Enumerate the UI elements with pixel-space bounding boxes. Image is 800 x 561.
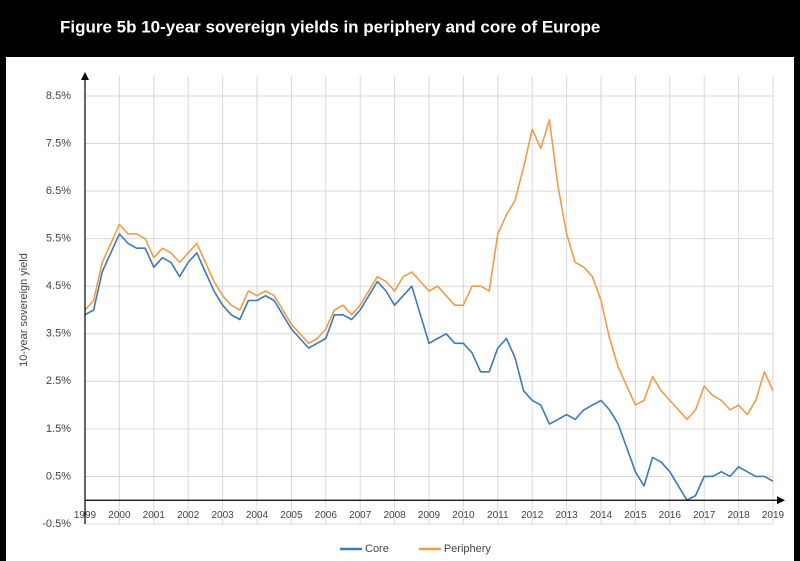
- x-tick-label: 2000: [108, 510, 131, 521]
- y-tick-label: 4.5%: [46, 280, 71, 292]
- y-tick-label: 1.5%: [46, 423, 71, 435]
- x-tick-label: 2006: [315, 510, 338, 521]
- x-tick-label: 2007: [349, 510, 372, 521]
- x-tick-label: 2018: [727, 510, 750, 521]
- x-tick-label: 2011: [487, 510, 509, 521]
- y-tick-label: 0.5%: [46, 470, 71, 482]
- x-tick-label: 2016: [659, 510, 682, 521]
- x-tick-label: 2013: [555, 510, 578, 521]
- x-tick-label: 2001: [143, 510, 166, 521]
- x-tick-label: 2019: [762, 510, 785, 521]
- legend-label: Core: [365, 543, 389, 555]
- x-tick-label: 2008: [383, 510, 406, 521]
- chart-title: Figure 5b 10-year sovereign yields in pe…: [60, 17, 600, 36]
- plot-panel: [6, 57, 794, 561]
- legend-label: Periphery: [444, 543, 492, 555]
- x-tick-label: 2009: [418, 510, 441, 521]
- y-tick-label: 7.5%: [46, 137, 71, 149]
- x-tick-label: 2010: [452, 510, 475, 521]
- grid: [84, 76, 774, 525]
- x-tick-label: 2012: [521, 510, 544, 521]
- x-tick-label: 2004: [246, 510, 269, 521]
- x-tick-label: 2014: [590, 510, 613, 521]
- y-axis-label: 10-year sovereign yield: [18, 253, 30, 367]
- x-tick-label: 2017: [693, 510, 716, 521]
- y-tick-label: 3.5%: [46, 328, 71, 340]
- x-tick-label: 2003: [211, 510, 234, 521]
- y-tick-label: 6.5%: [46, 185, 71, 197]
- lines: [84, 119, 774, 501]
- y-axis-arrow: [81, 72, 89, 80]
- x-axis-arrow: [777, 496, 785, 505]
- y-tick-label: 8.5%: [46, 90, 71, 102]
- x-tick-label: 2005: [280, 510, 303, 521]
- x-tick-label: 2015: [624, 510, 647, 521]
- y-tick-label: -0.5%: [42, 518, 71, 530]
- y-tick-label: 2.5%: [46, 375, 71, 387]
- y-tick-label: 5.5%: [46, 233, 71, 245]
- x-tick-label: 2002: [177, 510, 200, 521]
- series-line: [84, 233, 774, 501]
- series-line: [84, 119, 774, 421]
